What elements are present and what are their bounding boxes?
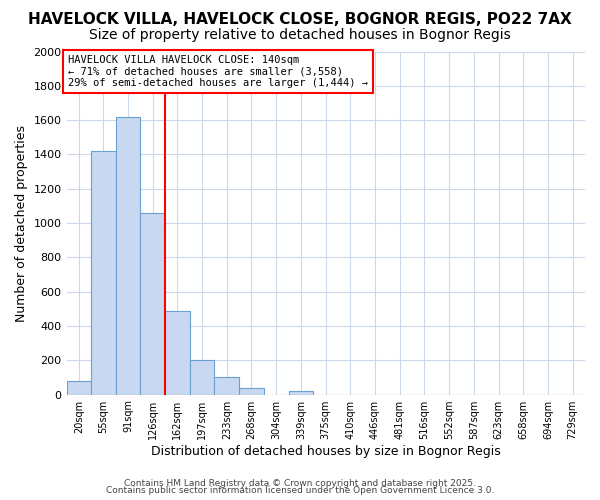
- Bar: [116, 116, 140, 394]
- Y-axis label: Number of detached properties: Number of detached properties: [15, 124, 28, 322]
- Text: Contains HM Land Registry data © Crown copyright and database right 2025.: Contains HM Land Registry data © Crown c…: [124, 478, 476, 488]
- Text: HAVELOCK VILLA, HAVELOCK CLOSE, BOGNOR REGIS, PO22 7AX: HAVELOCK VILLA, HAVELOCK CLOSE, BOGNOR R…: [28, 12, 572, 28]
- Bar: [67, 381, 91, 394]
- Bar: [140, 212, 165, 394]
- Bar: [214, 376, 239, 394]
- X-axis label: Distribution of detached houses by size in Bognor Regis: Distribution of detached houses by size …: [151, 444, 500, 458]
- Bar: [190, 360, 214, 394]
- Bar: [91, 151, 116, 394]
- Bar: [239, 388, 264, 394]
- Text: HAVELOCK VILLA HAVELOCK CLOSE: 140sqm
← 71% of detached houses are smaller (3,55: HAVELOCK VILLA HAVELOCK CLOSE: 140sqm ← …: [68, 55, 368, 88]
- Bar: [165, 310, 190, 394]
- Text: Contains public sector information licensed under the Open Government Licence 3.: Contains public sector information licen…: [106, 486, 494, 495]
- Bar: [289, 391, 313, 394]
- Text: Size of property relative to detached houses in Bognor Regis: Size of property relative to detached ho…: [89, 28, 511, 42]
